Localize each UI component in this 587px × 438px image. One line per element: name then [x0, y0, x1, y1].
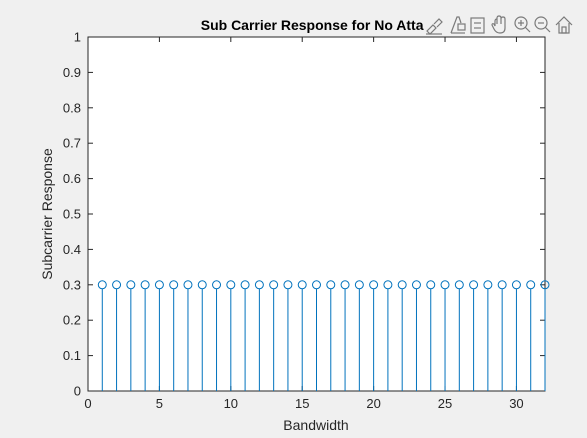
stem-marker[interactable]: [97, 280, 107, 290]
stem-marker[interactable]: [411, 280, 421, 290]
y-tick-label: 0.8: [63, 100, 81, 115]
stem-marker[interactable]: [511, 280, 521, 290]
x-tick-label: 20: [366, 396, 380, 411]
stem-marker[interactable]: [454, 280, 464, 290]
x-tick-label: 15: [295, 396, 309, 411]
axes-toolbar: [424, 14, 580, 36]
stem-marker[interactable]: [154, 280, 164, 290]
stem-marker[interactable]: [526, 280, 536, 290]
stem-marker[interactable]: [126, 280, 136, 290]
y-tick-label: 0.6: [63, 171, 81, 186]
y-tick-label: 0.3: [63, 277, 81, 292]
stem-marker[interactable]: [383, 280, 393, 290]
stem-marker[interactable]: [354, 280, 364, 290]
stem-marker[interactable]: [369, 280, 379, 290]
stem-marker[interactable]: [169, 280, 179, 290]
home-icon[interactable]: [555, 16, 573, 34]
stem-marker[interactable]: [440, 280, 450, 290]
x-tick-label: 30: [509, 396, 523, 411]
axis-ticks: 0 5 10 15 20 25 30 0 0.1 0.2 0.3 0.4 0.5 0.6 0.7 0.8 0.9…: [63, 30, 545, 411]
y-axis-label: Subcarrier Response: [39, 148, 55, 280]
stem-marker[interactable]: [340, 280, 350, 290]
stem-marker[interactable]: [254, 280, 264, 290]
x-axis-label: Bandwidth: [283, 417, 348, 433]
stem-marker[interactable]: [212, 280, 222, 290]
stem-marker[interactable]: [483, 280, 493, 290]
stem-marker[interactable]: [183, 280, 193, 290]
x-tick-label: 25: [438, 396, 452, 411]
zoom-in-icon[interactable]: [514, 16, 531, 33]
stem-marker[interactable]: [426, 280, 436, 290]
stem-marker[interactable]: [283, 280, 293, 290]
y-tick-label: 0.2: [63, 313, 81, 328]
stem-marker[interactable]: [269, 280, 279, 290]
stem-marker[interactable]: [312, 280, 321, 290]
data-tip-icon[interactable]: [450, 16, 466, 34]
y-tick-label: 0.9: [63, 65, 81, 80]
stem-marker[interactable]: [140, 280, 150, 290]
y-tick-label: 0.5: [63, 207, 81, 222]
stem-marker[interactable]: [112, 280, 122, 290]
zoom-out-icon[interactable]: [534, 16, 551, 33]
stem-marker[interactable]: [197, 280, 207, 290]
stem-marker[interactable]: [469, 280, 479, 290]
chart-title: Sub Carrier Response for No Attac: [201, 17, 432, 33]
y-tick-label: 0: [74, 384, 81, 399]
x-tick-label: 10: [224, 396, 238, 411]
stem-marker[interactable]: [397, 280, 407, 290]
stem-marker[interactable]: [226, 280, 236, 290]
stem-marker[interactable]: [240, 280, 250, 290]
y-tick-label: 0.4: [63, 242, 81, 257]
pan-icon[interactable]: [491, 15, 506, 34]
stem-series: [97, 280, 550, 391]
stem-marker[interactable]: [540, 280, 550, 290]
brush-icon[interactable]: [426, 18, 443, 35]
stem-marker[interactable]: [497, 280, 507, 290]
y-tick-label: 0.7: [63, 136, 81, 151]
legend-icon[interactable]: [470, 17, 485, 34]
y-tick-label: 0.1: [63, 348, 81, 363]
stem-marker[interactable]: [297, 280, 307, 290]
stem-marker[interactable]: [326, 280, 336, 290]
x-tick-label: 5: [156, 396, 163, 411]
y-tick-label: 1: [74, 30, 81, 45]
x-tick-label: 0: [84, 396, 91, 411]
